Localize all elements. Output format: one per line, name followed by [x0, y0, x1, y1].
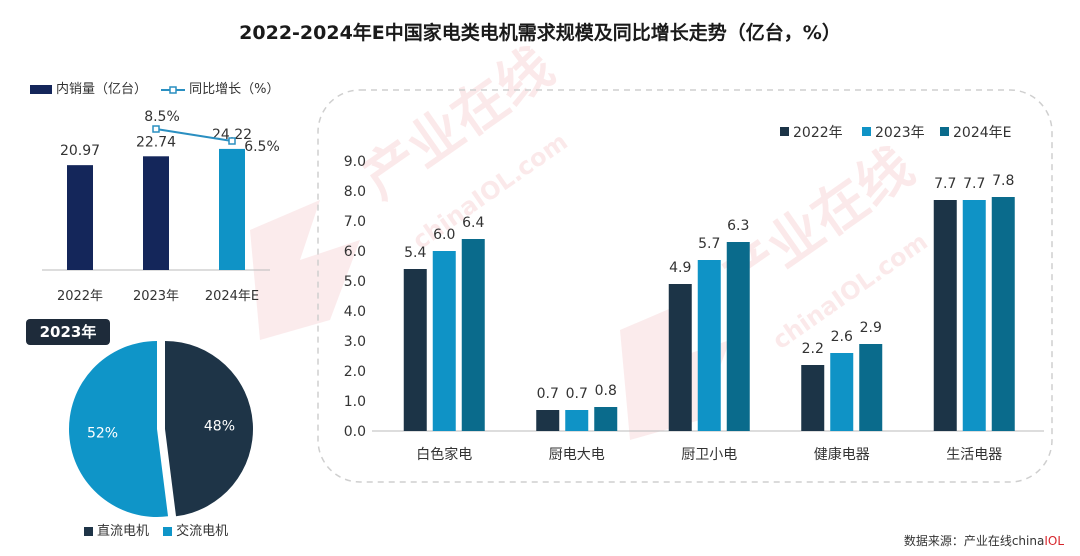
pie-legend-label-dc: 直流电机	[97, 524, 150, 539]
pie-legend-item-ac: 交流电机	[163, 524, 228, 539]
growth-label: 6.5%	[244, 139, 280, 155]
pie-slice	[69, 341, 169, 517]
category-bar	[594, 407, 618, 431]
sales-bar-label: 22.74	[136, 134, 176, 150]
y-tick-label: 9.0	[344, 154, 366, 170]
pie-legend-swatch-ac	[163, 527, 173, 536]
category-bar-label: 0.7	[566, 386, 588, 402]
legend-swatch-bar	[30, 85, 52, 94]
y-tick-label: 8.0	[344, 184, 366, 200]
pie-slice-label: 48%	[204, 419, 235, 435]
category-bar-label: 2.6	[831, 329, 853, 345]
category-bar-label: 6.4	[462, 215, 484, 231]
x-tick-label: 2022年	[57, 289, 103, 304]
category-bar-label: 2.2	[802, 341, 824, 357]
pie-legend-swatch-dc	[84, 527, 93, 536]
category-bar	[432, 251, 456, 431]
category-bar	[801, 365, 825, 431]
category-bar	[697, 260, 721, 431]
x-tick-label: 厨电大电	[549, 447, 605, 463]
category-bar-label: 7.7	[934, 176, 956, 192]
chart-title: 2022-2024年E中国家电类电机需求规模及同比增长走势（亿台，%）	[239, 22, 841, 44]
category-bar-label: 0.7	[537, 386, 559, 402]
category-bar-label: 7.8	[992, 173, 1014, 189]
pie-slice	[165, 341, 254, 517]
growth-point	[228, 137, 236, 145]
category-bar	[403, 269, 427, 431]
y-tick-label: 3.0	[344, 334, 366, 350]
x-tick-label: 健康电器	[814, 446, 870, 463]
category-bar-label: 6.0	[433, 227, 455, 243]
growth-label: 8.5%	[144, 109, 180, 125]
source-highlight: IOL	[1044, 534, 1064, 548]
category-bar-label: 7.7	[963, 176, 985, 192]
category-bar	[726, 242, 750, 431]
legend-label: 2024年E	[953, 125, 1011, 141]
legend-label-line: 同比增长（%）	[189, 82, 280, 97]
sales-bar	[143, 156, 169, 270]
legend-swatch-line	[161, 85, 186, 94]
category-bar-label: 5.4	[404, 245, 426, 261]
legend-swatch	[780, 127, 789, 136]
pie-slice-label: 52%	[87, 425, 118, 441]
y-tick-label: 6.0	[344, 244, 366, 260]
legend-label: 2022年	[793, 125, 843, 141]
x-tick-label: 厨卫小电	[681, 447, 737, 463]
pie-legend-item-dc: 直流电机	[84, 524, 149, 539]
chart-frame	[317, 89, 1053, 483]
y-tick-label: 4.0	[344, 304, 366, 320]
y-tick-label: 1.0	[344, 394, 366, 410]
category-bar	[933, 200, 957, 431]
motor-share-pie: 48% 52%	[69, 341, 254, 517]
y-tick-label: 7.0	[344, 214, 366, 230]
category-bar-label: 5.7	[698, 236, 720, 252]
watermark-logo-left	[250, 200, 360, 340]
x-tick-label: 2024年E	[205, 289, 259, 304]
category-bar	[461, 239, 485, 431]
source-prefix: 数据来源：产业在线china	[903, 534, 1045, 548]
growth-point	[152, 125, 160, 133]
legend-item-bar: 内销量（亿台）	[30, 82, 151, 97]
sales-bar-label: 20.97	[60, 143, 100, 159]
sales-bar	[67, 165, 93, 270]
sales-bar	[219, 148, 245, 270]
legend-swatch	[940, 127, 949, 136]
y-tick-label: 5.0	[344, 274, 366, 290]
x-tick-label: 2023年	[133, 289, 179, 304]
category-demand-chart: 0.0 1.0 2.0 3.0 4.0 5.0 6.0 7.0 8.0 9.0 5.4 6.0 6.4 白…	[317, 89, 1053, 483]
x-tick-label: 白色家电	[416, 446, 472, 463]
category-bar	[536, 410, 560, 431]
category-bar	[565, 410, 589, 431]
pie-year-badge: 2023年	[26, 319, 110, 345]
category-bar-label: 4.9	[669, 260, 691, 276]
x-tick-label: 生活电器	[946, 447, 1002, 463]
pie-legend: 直流电机 交流电机	[84, 520, 238, 539]
y-tick-label: 0.0	[344, 424, 366, 440]
pie-legend-label-ac: 交流电机	[176, 524, 229, 539]
legend-swatch	[862, 127, 871, 136]
y-tick-label: 2.0	[344, 364, 366, 380]
category-bar	[962, 200, 986, 431]
category-bar	[991, 197, 1015, 431]
legend-item-line: 同比增长（%）	[161, 82, 280, 97]
legend-label-bar: 内销量（亿台）	[56, 82, 148, 97]
category-bar-label: 2.9	[860, 320, 882, 336]
growth-line	[155, 128, 233, 142]
sales-legend: 内销量（亿台） 同比增长（%）	[30, 78, 290, 97]
data-source: 数据来源：产业在线chinaIOL	[904, 532, 1064, 549]
category-bar	[859, 344, 883, 431]
category-bar	[830, 353, 854, 431]
category-bar-label: 0.8	[595, 383, 617, 399]
category-bar-label: 6.3	[727, 218, 749, 234]
category-bar	[668, 284, 692, 431]
legend-label: 2023年	[875, 125, 925, 141]
